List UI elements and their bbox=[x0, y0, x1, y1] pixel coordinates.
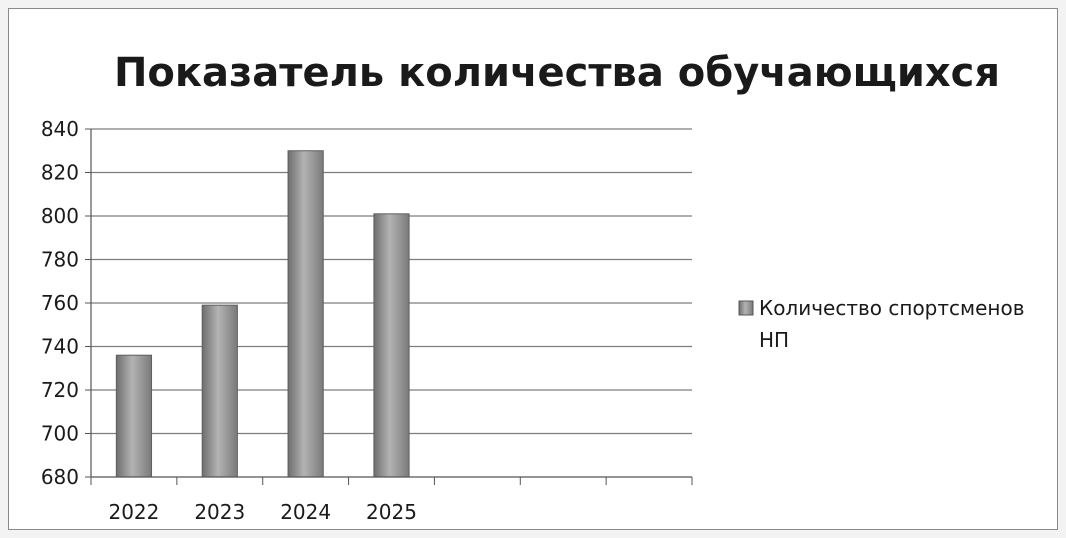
y-tick-label: 680 bbox=[41, 465, 79, 489]
bar bbox=[287, 150, 324, 478]
y-tick-label: 740 bbox=[41, 335, 79, 359]
y-tick-label: 800 bbox=[41, 204, 79, 228]
x-tick-label: 2023 bbox=[194, 500, 245, 524]
bars bbox=[115, 150, 410, 478]
y-tick-label: 820 bbox=[41, 161, 79, 185]
y-tick-label: 840 bbox=[41, 117, 79, 141]
chart-title: Показатель количества обучающихся bbox=[114, 50, 1000, 96]
y-tick-label: 780 bbox=[41, 248, 79, 272]
x-tick-label: 2025 bbox=[366, 500, 417, 524]
y-tick-label: 700 bbox=[41, 422, 79, 446]
svg-text:Количество спортсменов: Количество спортсменов НП bbox=[759, 296, 1031, 352]
x-tick-label: 2024 bbox=[280, 500, 331, 524]
y-tick-label: 760 bbox=[41, 291, 79, 315]
legend-label-line1: Количество спортсменов bbox=[759, 296, 1025, 320]
y-axis-ticks: 680 700 720 740 760 780 800 820 840 bbox=[41, 117, 91, 489]
bar-chart: Показатель количества обучающихся 680 700… bbox=[41, 50, 1031, 524]
bar bbox=[201, 304, 238, 478]
bar bbox=[115, 354, 153, 478]
bar bbox=[373, 213, 410, 478]
legend-label-line2: НП bbox=[759, 328, 789, 352]
chart-frame: Показатель количества обучающихся 680 700… bbox=[8, 8, 1058, 530]
x-tick-label: 2022 bbox=[108, 500, 159, 524]
legend-swatch bbox=[738, 300, 754, 316]
legend: Количество спортсменов НП bbox=[738, 296, 1031, 352]
y-tick-label: 720 bbox=[41, 378, 79, 402]
x-axis-ticks: 2022 2023 2024 2025 bbox=[90, 477, 693, 524]
